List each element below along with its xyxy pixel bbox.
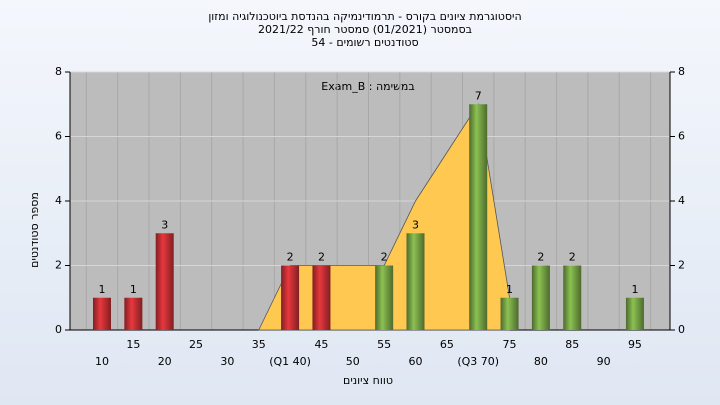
x-tick-label: 50 xyxy=(346,355,360,368)
x-tick-label: 90 xyxy=(597,355,611,368)
bar xyxy=(93,297,111,330)
y2-tick-label: 8 xyxy=(678,65,685,78)
bar xyxy=(531,265,550,330)
value-label: 1 xyxy=(99,283,106,296)
x-tick-label: 35 xyxy=(252,338,266,351)
x-tick-label: 65 xyxy=(440,338,454,351)
bar xyxy=(500,297,519,330)
x-tick-label: 85 xyxy=(565,338,579,351)
y2-tick-label: 0 xyxy=(678,323,685,336)
x-tick-label: (Q3 70) xyxy=(457,355,499,368)
x-tick-label: 75 xyxy=(503,338,517,351)
y-axis-label: מספר סטודנטים xyxy=(28,192,41,268)
value-label: 3 xyxy=(161,218,168,231)
value-label: 1 xyxy=(130,283,137,296)
y-tick-label: 0 xyxy=(55,323,62,336)
value-label: 2 xyxy=(287,251,294,264)
chart-title: היסטוגרמת ציונים בקורס - תרמודינמיקה בהנ… xyxy=(208,10,521,23)
x-tick-label: 80 xyxy=(534,355,548,368)
value-label: 2 xyxy=(569,251,576,264)
bar xyxy=(469,104,488,330)
value-label: 1 xyxy=(631,283,638,296)
y-tick-label: 4 xyxy=(55,194,62,207)
bar xyxy=(155,233,174,330)
y2-tick-label: 2 xyxy=(678,259,685,272)
x-tick-label: 30 xyxy=(220,355,234,368)
value-label: 2 xyxy=(318,251,325,264)
bar xyxy=(124,297,143,330)
value-label: 7 xyxy=(475,89,482,102)
value-label: 2 xyxy=(537,251,544,264)
x-tick-label: 15 xyxy=(126,338,140,351)
bar xyxy=(312,265,331,330)
subtitle: בסמסטר (01/2021) סמסטר חורף 2021/22 xyxy=(258,23,472,36)
value-label: 1 xyxy=(506,283,513,296)
y-tick-label: 6 xyxy=(55,130,62,143)
x-tick-label: 95 xyxy=(628,338,642,351)
x-tick-label: 20 xyxy=(158,355,172,368)
value-label: 3 xyxy=(412,218,419,231)
y2-tick-label: 6 xyxy=(678,130,685,143)
x-tick-label: 60 xyxy=(409,355,423,368)
x-tick-label: (Q1 40) xyxy=(269,355,311,368)
bar xyxy=(281,265,300,330)
x-tick-label: 45 xyxy=(314,338,328,351)
bar xyxy=(375,265,394,330)
bar xyxy=(406,233,425,330)
x-tick-label: 55 xyxy=(377,338,391,351)
y2-tick-label: 4 xyxy=(678,194,685,207)
x-axis-label: טווח ציונים xyxy=(343,374,393,387)
y-tick-label: 8 xyxy=(55,65,62,78)
value-label: 2 xyxy=(381,251,388,264)
y-tick-label: 2 xyxy=(55,259,62,272)
subtitle: סטודנטים רשומים - 54 xyxy=(311,36,418,49)
bar xyxy=(625,297,644,330)
x-tick-label: 25 xyxy=(189,338,203,351)
x-tick-label: 10 xyxy=(95,355,109,368)
bar xyxy=(563,265,582,330)
